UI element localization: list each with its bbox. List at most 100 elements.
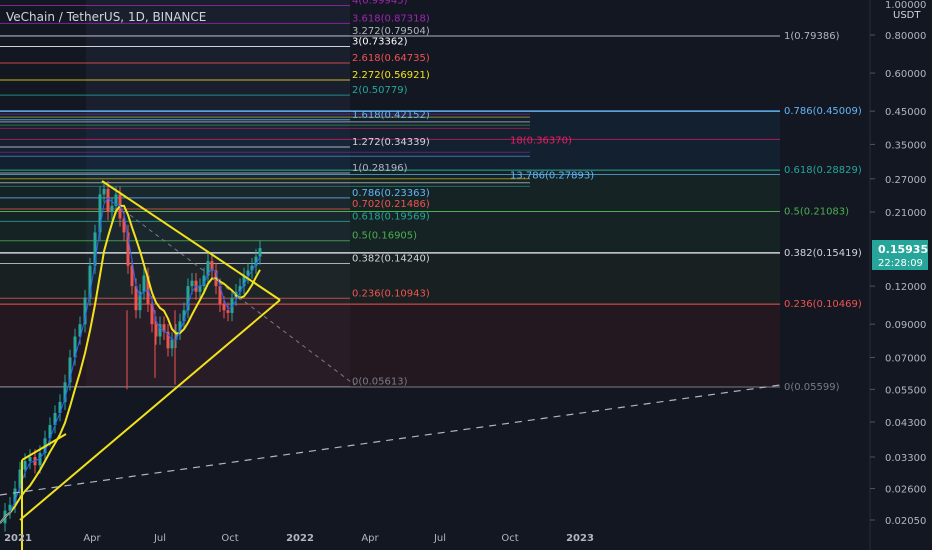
triangle-pattern[interactable]: [19, 180, 281, 550]
candle-body-22: [106, 188, 110, 213]
price-tick-0: 0.80000: [885, 31, 926, 42]
zone-red: [0, 304, 780, 388]
price-tick-11: 0.03300: [885, 453, 926, 464]
fib-ret-label-3: 0.5(0.21083): [784, 207, 849, 218]
fib-ext-label-16: 0(0.05613): [352, 377, 408, 388]
price-tick-2: 0.45000: [885, 107, 926, 118]
fib-ret-label-5: 0.236(0.10469): [784, 299, 862, 310]
candle-body-59: [254, 256, 258, 266]
price-tick-6: 0.12000: [885, 282, 926, 293]
candle-body-55: [238, 286, 242, 292]
fib-ret-label-1: 0.786(0.45009): [784, 106, 862, 117]
candle-body-29: [134, 286, 138, 311]
fib-ext-label-12: 0.618(0.19569): [352, 211, 430, 222]
fib-labels: 4(0.99945) 3.618(0.87318) 3.272(0.79504)3(…: [352, 0, 862, 393]
fib-ext-label-5: 2.272(0.56921): [352, 70, 430, 81]
fib-zones: [0, 0, 780, 388]
candle-body-3: [13, 488, 17, 505]
candle-body-8: [38, 453, 42, 466]
candle-body-58: [250, 265, 254, 271]
triangle-lower-trendline[interactable]: [19, 299, 281, 521]
candle-body-2: [8, 504, 12, 511]
fib-lines: [0, 5, 780, 388]
price-tick-8: 0.07000: [885, 353, 926, 364]
candle-body-15: [73, 336, 77, 358]
candle-body-46: [202, 275, 206, 287]
zone-blue: [0, 111, 780, 171]
candle-body-33: [150, 303, 154, 325]
candle-body-43: [190, 280, 194, 287]
candle-body-23: [110, 205, 114, 213]
time-tick-2: Jul: [153, 533, 166, 544]
zone-olive: [0, 252, 780, 305]
fib-ret-label-0: 1(0.79386): [784, 31, 840, 42]
fib-ext-label-11: 0.702(0.21486): [352, 199, 430, 210]
candle-body-39: [174, 331, 178, 340]
candle-body-28: [130, 265, 134, 287]
candle-body-36: [162, 324, 166, 332]
time-tick-1: Apr: [83, 533, 101, 544]
symbol-title: VeChain / TetherUS, 1D, BINANCE: [6, 10, 206, 24]
moving-average-line: [0, 204, 261, 524]
fib-ext-label-2: 3.272(0.79504): [352, 26, 430, 37]
candle-body-21: [102, 188, 106, 195]
overlap-label-0: 18(0.36370): [510, 135, 572, 146]
candle-body-37: [166, 331, 170, 349]
candle-body-38: [170, 339, 174, 349]
candle-body-5: [23, 461, 27, 470]
candle-body-16: [78, 324, 82, 337]
candle-body-26: [122, 218, 126, 233]
fib-ext-label-14: 0.382(0.14240): [352, 253, 430, 264]
candle-body-20: [98, 194, 102, 233]
top-price-label: 1.00000: [885, 0, 926, 11]
fib-ext-label-1: 3.618(0.87318): [352, 13, 430, 24]
candle-body-27: [126, 232, 130, 266]
fib-extension-zone: [86, 0, 350, 387]
fib-ext-label-7: 1.618(0.42152): [352, 110, 430, 121]
candle-body-45: [198, 286, 202, 292]
time-tick-4: 2022: [286, 533, 314, 544]
candle-body-48: [210, 261, 214, 271]
candle-body-13: [63, 382, 67, 402]
candle-body-12: [58, 401, 62, 414]
fib-ext-label-13: 0.5(0.16905): [352, 231, 417, 242]
fib-ret-label-6: 0(0.05599): [784, 382, 840, 393]
fib-ret-label-2: 0.618(0.28829): [784, 165, 862, 176]
time-tick-6: Jul: [433, 533, 446, 544]
fib-ext-label-9: 1(0.28196): [352, 163, 408, 174]
price-tick-12: 0.02600: [885, 485, 926, 496]
candle-body-19: [93, 232, 97, 266]
time-tick-3: Oct: [221, 533, 238, 544]
price-tick-5: 0.21000: [885, 208, 926, 219]
dashed-long-trendline: [0, 384, 781, 496]
candle-body-14: [68, 357, 72, 383]
candle-body-4: [18, 469, 22, 489]
triangle-upper-trendline[interactable]: [101, 180, 281, 301]
candle-body-51: [222, 303, 226, 311]
triangle-base-trendline[interactable]: [21, 433, 67, 461]
fib-ext-label-3: 3(0.73362): [352, 36, 408, 47]
current-price-badge: 0.15935 22:28:09: [872, 240, 928, 270]
price-tick-7: 0.09000: [885, 320, 926, 331]
time-tick-7: Oct: [501, 533, 518, 544]
fib-ext-label-15: 0.236(0.10943): [352, 288, 430, 299]
fib-ext-label-6: 2(0.50779): [352, 85, 408, 96]
price-tick-13: 0.02050: [885, 516, 926, 527]
currency-label[interactable]: USDT: [893, 10, 921, 21]
time-tick-0: 2021: [4, 533, 32, 544]
price-tick-4: 0.27000: [885, 175, 926, 186]
time-tick-5: Apr: [361, 533, 379, 544]
candle-body-10: [48, 425, 52, 439]
candle-body-6: [28, 456, 32, 462]
fib-ext-label-0: 4(0.99945): [352, 0, 408, 7]
overlap-label-1: 13.786(0.27893): [510, 170, 594, 181]
price-axis[interactable]: 0.80000 0.60000 0.45000 0.35000 0.27000 0.210…: [870, 31, 926, 527]
candle-body-60: [258, 248, 262, 257]
candle-body-35: [158, 324, 162, 337]
candle-body-31: [142, 275, 146, 292]
candle-body-53: [230, 297, 234, 313]
fib-ext-label-10: 0.786(0.23363): [352, 188, 430, 199]
time-axis[interactable]: 2021 Apr Jul Oct 2022 Apr Jul Oct 2023: [4, 533, 594, 544]
fib-ext-label-8: 1.272(0.34339): [352, 137, 430, 148]
